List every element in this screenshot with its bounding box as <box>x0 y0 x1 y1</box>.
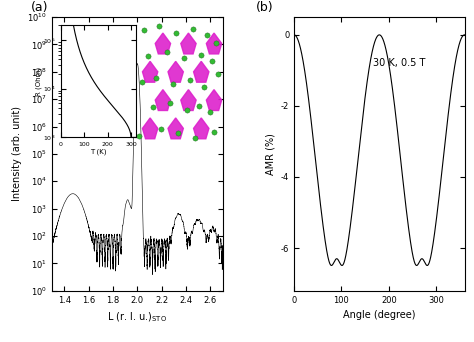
X-axis label: L (r. l. u.)$_{\mathregular{STO}}$: L (r. l. u.)$_{\mathregular{STO}}$ <box>107 310 167 324</box>
Text: 30 K, 0.5 T: 30 K, 0.5 T <box>373 58 425 68</box>
Y-axis label: Intensity (arb. unit): Intensity (arb. unit) <box>12 106 22 201</box>
Text: (a): (a) <box>31 1 49 14</box>
Text: (b): (b) <box>256 1 273 14</box>
X-axis label: Angle (degree): Angle (degree) <box>343 310 416 320</box>
Y-axis label: AMR (%): AMR (%) <box>265 133 275 175</box>
